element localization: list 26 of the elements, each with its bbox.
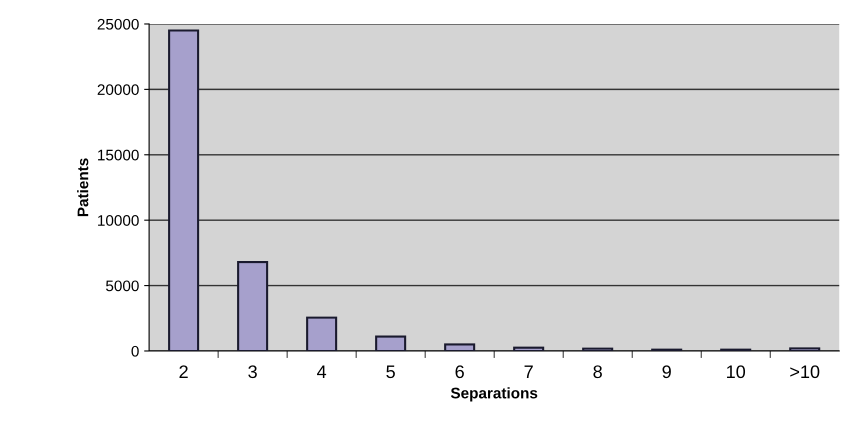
x-tick-label: 3	[248, 365, 257, 378]
bar	[582, 348, 614, 351]
y-tick-label: 15000	[98, 150, 139, 160]
y-axis-title: Patients	[77, 158, 88, 216]
x-tick-label: >10	[790, 365, 820, 378]
x-tick-label: 10	[727, 365, 746, 378]
bar	[789, 347, 820, 351]
x-tick-label: 6	[456, 365, 464, 378]
x-tick-label: 7	[524, 366, 533, 378]
y-tick-label: 20000	[98, 84, 139, 96]
x-tick-label: 4	[317, 366, 326, 378]
x-tick-label: 2	[179, 365, 188, 378]
bar	[513, 346, 544, 351]
y-tick-label: 10000	[98, 215, 139, 226]
x-tick-label: 5	[386, 366, 395, 378]
bar	[306, 316, 338, 351]
x-axis-title: Separations	[450, 387, 538, 402]
y-tick-label: 0	[131, 346, 139, 357]
bar	[375, 336, 406, 351]
x-tick-label: 8	[593, 365, 602, 378]
bar	[168, 29, 200, 351]
y-tick-label: 25000	[98, 18, 139, 30]
bar	[444, 343, 476, 351]
bar	[237, 260, 268, 351]
x-tick-label: 9	[662, 365, 671, 378]
y-tick-label: 5000	[106, 280, 139, 292]
